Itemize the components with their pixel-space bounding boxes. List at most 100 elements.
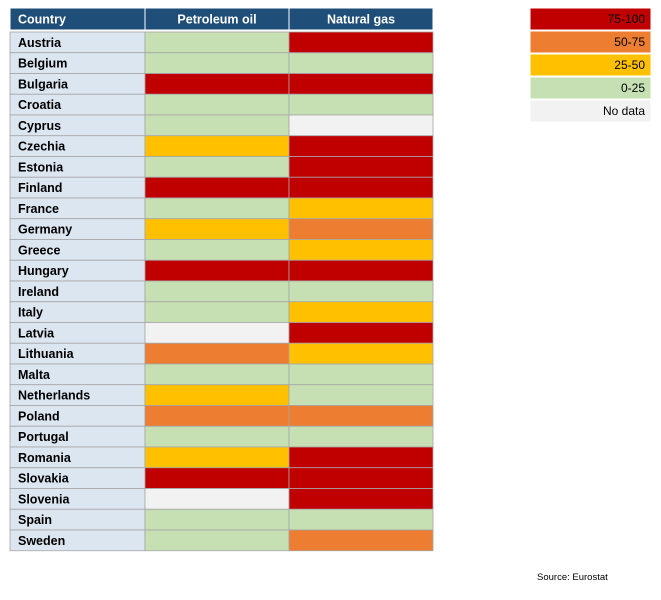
country-label: Germany [18,223,72,237]
country-label: Lithuania [18,347,75,361]
petroleum-oil-cell [144,135,290,157]
source-note: Source: Eurostat [537,572,608,583]
header-label: Country [18,13,66,27]
table-row: Greece [9,239,434,261]
petroleum-oil-cell [144,322,290,344]
natural-gas-cell [288,488,434,510]
petroleum-oil-cell [144,197,290,220]
country-label: Belgium [18,57,67,71]
natural-gas-cell [288,197,434,220]
country-label: Romania [18,451,72,465]
table-row: Germany [9,218,434,240]
petroleum-oil-cell [144,280,290,303]
country-label: Greece [18,243,60,257]
legend-swatch [529,53,652,77]
petroleum-oil-cell [144,446,290,469]
legend-label: 75-100 [608,12,646,26]
table-row: Estonia [9,156,434,178]
natural-gas-cell [288,446,434,469]
natural-gas-cell [288,529,434,552]
table-row: Italy [9,301,434,323]
natural-gas-cell [288,363,434,386]
header-cell-2 [288,7,434,31]
petroleum-oil-cell [144,218,290,240]
petroleum-oil-cell [144,425,290,448]
natural-gas-cell [288,93,434,116]
natural-gas-cell [288,239,434,261]
petroleum-oil-cell [144,488,290,510]
country-label: Croatia [18,98,62,112]
petroleum-oil-cell [144,467,290,489]
table-row: Romania [9,446,434,469]
table-row: Croatia [9,93,434,116]
country-label: Portugal [18,430,69,444]
natural-gas-cell [288,73,434,95]
table-row: Sweden [9,529,434,552]
table-row: France [9,197,434,220]
import-dependency-table: Country Petroleum oil Natural gas Austria Be… [9,7,434,552]
natural-gas-cell [288,52,434,74]
country-label: Sweden [18,534,65,548]
natural-gas-cell [288,405,434,427]
table-row: Austria [9,31,434,54]
country-label: Estonia [18,160,64,174]
table-row: Latvia [9,322,434,344]
table-row: Bulgaria [9,73,434,95]
natural-gas-cell [288,467,434,489]
table-row: Netherlands [9,384,434,406]
table-row: Ireland [9,280,434,303]
natural-gas-cell [288,114,434,137]
table-row: Lithuania [9,342,434,365]
petroleum-oil-cell [144,93,290,116]
legend: 75-100 50-75 25-50 0-25 No data [529,7,652,123]
country-label: Latvia [18,326,55,340]
table-row: Malta [9,363,434,386]
country-label: France [18,202,59,216]
natural-gas-cell [288,508,434,531]
natural-gas-cell [288,301,434,323]
natural-gas-cell [288,384,434,406]
country-label: Hungary [18,264,69,278]
natural-gas-cell [288,218,434,240]
petroleum-oil-cell [144,31,290,54]
petroleum-oil-cell [144,114,290,137]
country-label: Netherlands [18,389,90,403]
legend-label: 0-25 [621,81,645,95]
natural-gas-cell [288,156,434,178]
natural-gas-cell [288,259,434,282]
table-row: Spain [9,508,434,531]
natural-gas-cell [288,322,434,344]
header-label: Petroleum oil [177,13,256,27]
country-label: Slovakia [18,472,70,486]
table-row: Slovenia [9,488,434,510]
petroleum-oil-cell [144,301,290,323]
legend-swatch [529,30,652,54]
table-row: Hungary [9,259,434,282]
country-label: Ireland [18,285,59,299]
table-row: Belgium [9,52,434,74]
petroleum-oil-cell [144,52,290,74]
petroleum-oil-cell [144,239,290,261]
table-row: Cyprus [9,114,434,137]
legend-label: No data [603,104,645,118]
legend-label: 50-75 [614,35,645,49]
country-label: Malta [18,368,51,382]
natural-gas-cell [288,176,434,199]
country-label: Slovenia [18,492,70,506]
natural-gas-cell [288,280,434,303]
petroleum-oil-cell [144,176,290,199]
natural-gas-cell [288,135,434,157]
legend-label: 25-50 [614,58,645,72]
country-label: Cyprus [18,119,61,133]
petroleum-oil-cell [144,342,290,365]
header-label: Natural gas [327,13,395,27]
country-label: Italy [18,306,43,320]
petroleum-oil-cell [144,73,290,95]
petroleum-oil-cell [144,259,290,282]
natural-gas-cell [288,31,434,54]
petroleum-oil-cell [144,384,290,406]
table-row: Portugal [9,425,434,448]
table-row: Finland [9,176,434,199]
country-label: Bulgaria [18,77,69,91]
